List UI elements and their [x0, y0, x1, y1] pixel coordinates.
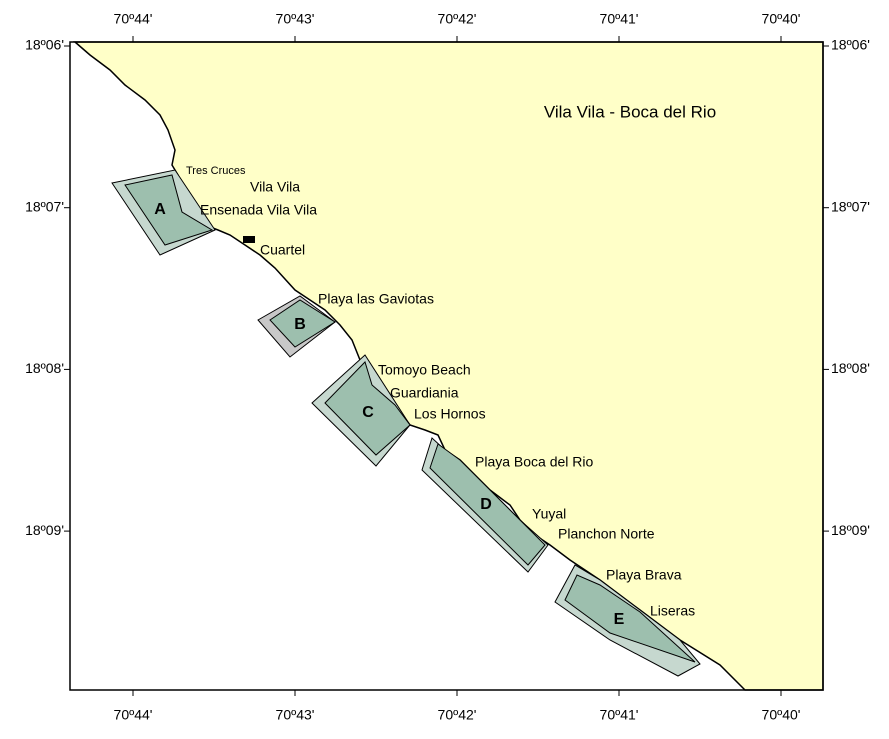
place-label: Playa Brava [606, 567, 682, 583]
place-labels: Tres Cruces Vila Vila Ensenada Vila Vila… [186, 165, 695, 619]
place-label: Tomoyo Beach [378, 362, 471, 378]
longitude-label: 70º43' [276, 707, 315, 723]
place-label: Playa las Gaviotas [318, 291, 434, 307]
place-label: Guardiania [390, 385, 459, 401]
place-label: Liseras [650, 603, 695, 619]
latitude-label: 18º06' [831, 37, 870, 53]
place-label: Tres Cruces [186, 165, 246, 177]
latitude-label: 18º09' [831, 522, 870, 538]
longitude-label: 70º41' [600, 11, 639, 27]
latitude-label: 18º07' [831, 198, 870, 214]
latitude-label: 18º08' [25, 360, 64, 376]
zone-label: C [362, 404, 374, 421]
longitude-label: 70º44' [114, 707, 153, 723]
place-label: Los Hornos [414, 406, 486, 422]
land [72, 41, 824, 691]
map-title: Vila Vila - Boca del Rio [544, 102, 716, 121]
latitude-label: 18º06' [25, 37, 64, 53]
graticule: 70º44' 70º44' 70º43' 70º43' 70º42' 70º42' 70º4… [25, 11, 870, 723]
place-label: Planchon Norte [558, 526, 655, 542]
place-label: Vila Vila [250, 179, 300, 195]
zone-label: B [294, 316, 306, 333]
latitude-label: 18º09' [25, 522, 64, 538]
place-label: Ensenada Vila Vila [200, 202, 317, 218]
longitude-label: 70º44' [114, 11, 153, 27]
place-label: Yuyal [532, 506, 566, 522]
zone-labels: A B C D E [154, 201, 624, 628]
place-label: Cuartel [260, 242, 305, 258]
longitude-label: 70º43' [276, 11, 315, 27]
zone-label: D [480, 496, 492, 513]
building-icon [243, 236, 255, 243]
zone-label: E [614, 611, 625, 628]
longitude-label: 70º40' [762, 707, 801, 723]
zone-label: A [154, 201, 166, 218]
zones [111, 169, 701, 677]
longitude-label: 70º41' [600, 707, 639, 723]
longitude-label: 70º42' [438, 11, 477, 27]
longitude-label: 70º40' [762, 11, 801, 27]
longitude-label: 70º42' [438, 707, 477, 723]
latitude-label: 18º08' [831, 360, 870, 376]
place-label: Playa Boca del Rio [475, 454, 594, 470]
latitude-label: 18º07' [25, 198, 64, 214]
frame [69, 41, 824, 691]
